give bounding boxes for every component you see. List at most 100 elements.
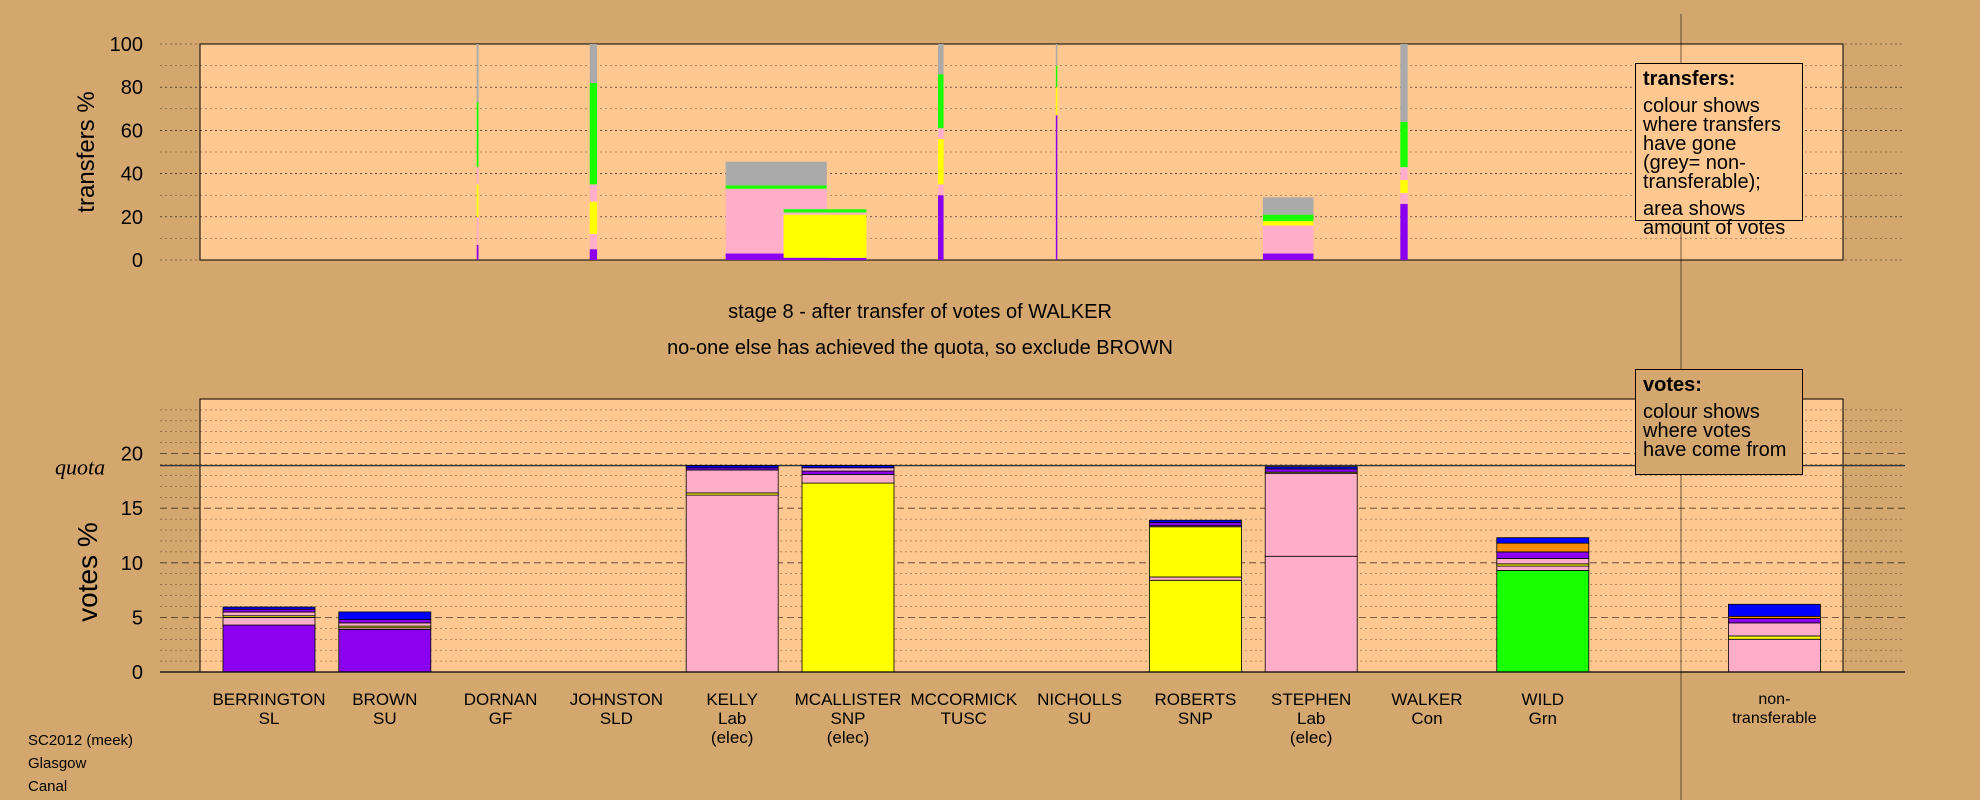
transfer-segment bbox=[1400, 193, 1408, 204]
vote-segment bbox=[1264, 472, 1358, 557]
transfer-segment bbox=[589, 201, 598, 235]
vote-segment bbox=[1496, 570, 1590, 673]
transfer-segment bbox=[476, 44, 479, 103]
transfer-segment bbox=[476, 167, 479, 185]
transfer-segment bbox=[725, 161, 827, 186]
transfer-segment bbox=[589, 249, 598, 260]
candidate-label: WILD Grn bbox=[1521, 690, 1565, 728]
vote-segment bbox=[1264, 555, 1358, 673]
vote-segment bbox=[1496, 537, 1590, 544]
votes-legend: votes: colour shows where votes have com… bbox=[1635, 369, 1803, 475]
votes-plot-area bbox=[199, 398, 1844, 673]
vote-segment bbox=[1728, 638, 1821, 673]
transfer-segment bbox=[1055, 65, 1058, 88]
quota-label: quota bbox=[55, 455, 105, 480]
vote-segment bbox=[1149, 576, 1242, 581]
transfer-segment bbox=[783, 212, 867, 215]
vote-segment bbox=[338, 629, 432, 673]
transfer-segment bbox=[1400, 180, 1408, 194]
candidate-label: DORNAN GF bbox=[463, 690, 538, 728]
transfer-segment bbox=[1262, 221, 1314, 226]
transfers-legend-title: transfers: bbox=[1643, 68, 1736, 90]
vote-segment bbox=[801, 482, 895, 673]
vote-segment bbox=[338, 622, 432, 627]
vote-segment bbox=[801, 473, 895, 484]
vote-segment bbox=[801, 467, 895, 472]
transfers-y-axis-label: transfers % bbox=[73, 91, 100, 212]
transfer-segment bbox=[1400, 121, 1408, 168]
transfer-segment bbox=[589, 184, 598, 202]
transfer-segment bbox=[1262, 253, 1314, 260]
transfer-segment bbox=[783, 257, 867, 260]
transfer-segment bbox=[938, 139, 944, 185]
transfer-segment bbox=[476, 184, 479, 217]
footer-ward: Canal bbox=[28, 778, 68, 795]
transfers-y-tick-label: 20 bbox=[121, 207, 143, 229]
transfer-segment bbox=[938, 128, 944, 140]
transfer-segment bbox=[938, 74, 944, 129]
transfer-segment bbox=[1262, 225, 1314, 254]
candidate-label: BERRINGTON SL bbox=[212, 690, 326, 728]
votes-y-tick-label: 20 bbox=[121, 444, 143, 466]
transfer-segment bbox=[1055, 44, 1058, 66]
candidate-label: non- transferable bbox=[1732, 691, 1817, 727]
transfer-segment bbox=[725, 185, 827, 189]
transfers-y-tick-label: 0 bbox=[132, 250, 143, 272]
vote-segment bbox=[1496, 558, 1590, 565]
vote-segment bbox=[1496, 542, 1590, 553]
stage-heading: stage 8 - after transfer of votes of WAL… bbox=[728, 301, 1112, 323]
candidate-label: STEPHEN Lab (elec) bbox=[1271, 690, 1352, 747]
transfers-y-tick-label: 40 bbox=[121, 164, 143, 186]
transfers-y-tick-label: 80 bbox=[121, 77, 143, 99]
transfer-segment bbox=[1055, 87, 1058, 116]
vote-segment bbox=[801, 470, 895, 475]
candidate-label: MCCORMICK TUSC bbox=[910, 690, 1018, 728]
status-message: no-one else has achieved the quota, so e… bbox=[667, 337, 1173, 359]
transfer-segment bbox=[1055, 115, 1058, 260]
candidate-label: WALKER Con bbox=[1391, 690, 1463, 728]
votes-legend-line1: colour shows where votes have come from bbox=[1643, 401, 1787, 461]
transfers-legend: transfers: colour shows where transfers … bbox=[1635, 63, 1803, 238]
vote-segment bbox=[685, 469, 779, 494]
transfer-segment bbox=[938, 44, 944, 75]
vote-segment bbox=[1149, 519, 1242, 523]
vote-segment bbox=[1728, 618, 1821, 624]
vote-segment bbox=[1149, 521, 1242, 527]
transfer-segment bbox=[1262, 197, 1314, 215]
vote-segment bbox=[222, 606, 316, 610]
vote-segment bbox=[222, 624, 316, 673]
votes-y-tick-label: 5 bbox=[132, 607, 143, 629]
candidate-label: KELLY Lab (elec) bbox=[706, 690, 759, 747]
footer-method: SC2012 (meek) bbox=[28, 732, 134, 749]
vote-segment bbox=[1264, 468, 1358, 473]
transfer-segment bbox=[1262, 214, 1314, 222]
candidate-label: NICHOLLS SU bbox=[1037, 690, 1123, 728]
transfer-segment bbox=[476, 216, 479, 245]
vote-segment bbox=[1149, 579, 1242, 673]
vote-segment bbox=[222, 608, 316, 613]
transfer-segment bbox=[725, 253, 827, 260]
vote-segment bbox=[685, 494, 779, 673]
transfer-segment bbox=[725, 244, 827, 254]
transfers-y-tick-label: 100 bbox=[110, 34, 143, 56]
transfers-y-tick-label: 60 bbox=[121, 120, 143, 142]
transfers-legend-line1: colour shows where transfers have gone (… bbox=[1643, 95, 1781, 193]
candidate-label: JOHNSTON SLD bbox=[569, 690, 663, 728]
transfer-segment bbox=[938, 195, 944, 260]
transfer-segment bbox=[783, 214, 867, 258]
votes-y-tick-label: 10 bbox=[121, 553, 143, 575]
votes-y-tick-label: 15 bbox=[121, 498, 143, 520]
vote-segment bbox=[1728, 635, 1821, 640]
transfer-segment bbox=[938, 184, 944, 196]
candidate-label: BROWN SU bbox=[352, 690, 418, 728]
vote-segment bbox=[1496, 565, 1590, 571]
transfer-segment bbox=[476, 244, 479, 260]
transfers-legend-line2: area shows amount of votes bbox=[1643, 198, 1786, 239]
transfer-segment bbox=[589, 234, 598, 250]
vote-segment bbox=[222, 611, 316, 617]
vote-segment bbox=[1264, 466, 1358, 470]
transfer-segment bbox=[589, 44, 598, 83]
transfer-segment bbox=[1400, 203, 1408, 260]
